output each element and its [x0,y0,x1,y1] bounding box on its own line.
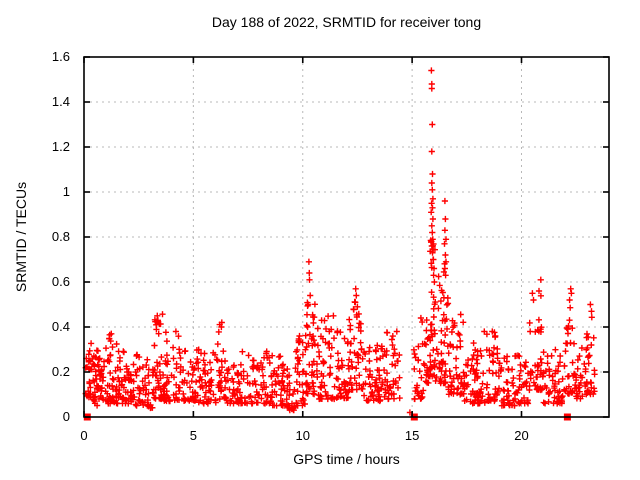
y-tick-label: 0.2 [51,364,70,379]
y-tick-label: 0.4 [51,319,70,334]
x-axis-label: GPS time / hours [293,451,400,467]
scatter-points [82,67,598,416]
x-tick-label: 10 [295,428,310,443]
y-tick-label: 0.8 [51,229,70,244]
y-tick-label: 0.6 [51,274,70,289]
y-tick-label: 1.6 [51,49,70,64]
x-tick-label: 20 [514,428,529,443]
x-tick-label: 0 [80,428,88,443]
x-tick-label: 5 [189,428,197,443]
chart-title: Day 188 of 2022, SRMTID for receiver ton… [211,14,482,30]
y-tick-label: 1 [62,184,70,199]
y-tick-label: 0 [62,409,70,424]
y-tick-label: 1.4 [51,94,70,109]
y-tick-label: 1.2 [51,139,70,154]
x-tick-label: 15 [404,428,420,443]
